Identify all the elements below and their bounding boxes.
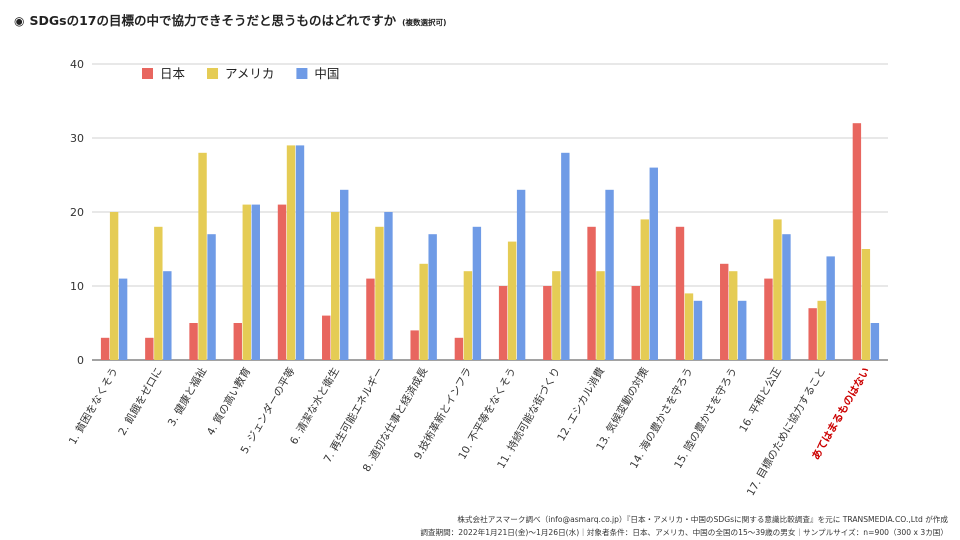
- bar: [782, 234, 791, 360]
- bar: [631, 286, 640, 360]
- chart-title: ◉ SDGsの17の目標の中で協力できそうだと思うものはどれですか (複数選択可…: [14, 10, 446, 29]
- bar: [163, 271, 172, 360]
- bar: [861, 249, 871, 360]
- bar: [852, 123, 862, 360]
- bar: [410, 330, 419, 360]
- y-tick-label: 0: [77, 354, 84, 367]
- bar: [729, 271, 738, 360]
- survey-conditions-note: 調査期間：2022年1月21日(金)〜1月26日(水)｜対象者条件：日本、アメリ…: [420, 528, 948, 537]
- bar: [375, 226, 384, 360]
- bar: [693, 300, 703, 360]
- y-tick-label: 20: [70, 206, 84, 219]
- bar: [649, 167, 658, 360]
- chart-title-text: SDGsの17の目標の中で協力できそうだと思うものはどれですか: [29, 13, 397, 28]
- legend-label: アメリカ: [225, 66, 274, 81]
- x-tick-label: 12. エシカル消費: [554, 365, 607, 443]
- legend-swatch: [296, 68, 308, 79]
- bar: [428, 234, 437, 360]
- bar: [764, 278, 773, 360]
- bar: [596, 271, 605, 360]
- bar: [242, 204, 251, 360]
- bar: [498, 286, 508, 360]
- bar: [277, 204, 287, 360]
- bar: [463, 271, 473, 360]
- legend-label: 日本: [160, 66, 186, 81]
- bar: [384, 212, 393, 360]
- x-tick-label: 16. 平和と公正: [737, 366, 784, 435]
- bar: [145, 337, 154, 360]
- bar: [684, 293, 694, 360]
- x-tick-label: 6. 清潔な水と衛生: [287, 365, 342, 447]
- bar: [561, 152, 570, 360]
- bar: [366, 278, 375, 360]
- bar: [419, 263, 428, 360]
- y-tick-label: 40: [70, 58, 84, 71]
- bar: [808, 308, 817, 360]
- bar: [552, 271, 561, 360]
- bar: [472, 226, 482, 360]
- x-tick-label: 2. 飢餓をゼロに: [115, 365, 164, 438]
- source-note: 株式会社アスマーク調べ（info@asmarq.co.jp）『日本・アメリカ・中…: [457, 515, 948, 524]
- bar: [189, 323, 198, 360]
- bar: [154, 226, 163, 360]
- legend-label: 中国: [314, 66, 339, 81]
- bar: [738, 300, 747, 360]
- chart-title-note: (複数選択可): [402, 18, 447, 27]
- bar: [251, 204, 260, 360]
- bar: [109, 212, 119, 360]
- bar: [675, 226, 685, 360]
- legend-swatch: [207, 68, 219, 79]
- legend-swatch: [142, 68, 153, 79]
- bar: [322, 315, 331, 360]
- bar: [118, 278, 128, 360]
- bar: [870, 323, 880, 360]
- bar: [640, 219, 649, 360]
- bar: [826, 256, 835, 360]
- y-tick-label: 30: [70, 132, 84, 145]
- bar: [454, 337, 464, 360]
- x-tick-label: 1. 貧困をなくそう: [66, 365, 121, 447]
- bar: [295, 145, 305, 360]
- bar: [605, 189, 614, 360]
- bar: [817, 300, 826, 360]
- bar: [286, 145, 296, 360]
- bar: [340, 189, 349, 360]
- bar: [773, 219, 782, 360]
- bar: [331, 212, 340, 360]
- bar: [543, 286, 552, 360]
- x-tick-label: 17. 目標のために協力すること: [744, 365, 828, 498]
- bar: [720, 263, 729, 360]
- y-tick-label: 10: [70, 280, 84, 293]
- bar: [507, 241, 517, 360]
- title-bullet-icon: ◉: [14, 14, 25, 28]
- bar: [587, 226, 596, 360]
- bar: [100, 337, 110, 360]
- x-tick-label: 4. 質の高い教育: [204, 365, 253, 438]
- bar: [516, 189, 526, 360]
- bar: [207, 234, 216, 360]
- bar: [233, 323, 242, 360]
- bar: [198, 152, 207, 360]
- x-tick-label: 3. 健康と福祉: [165, 365, 209, 429]
